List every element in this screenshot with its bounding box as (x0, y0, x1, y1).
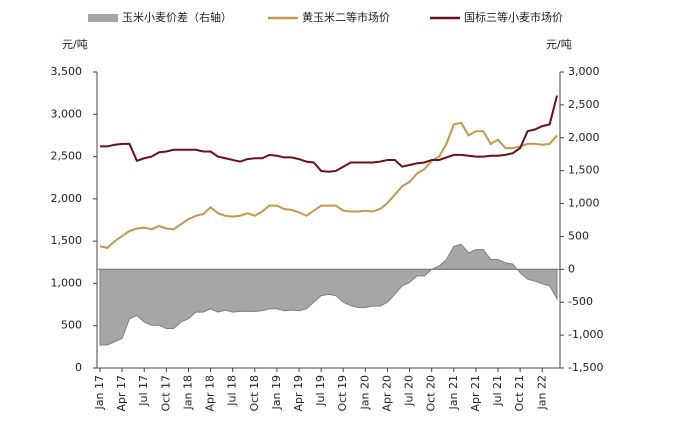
y2-tick-label: 1,000 (568, 197, 600, 210)
y-tick-label: 1,000 (51, 276, 83, 289)
x-tick-label: Oct 18 (248, 375, 261, 412)
x-tick-label: Jan 17 (93, 375, 106, 410)
x-tick-label: Apr 20 (380, 375, 393, 412)
x-tick-label: Jul 18 (226, 375, 239, 407)
x-tick-label: Apr 21 (469, 375, 482, 412)
line (100, 95, 558, 173)
y-tick-label: 500 (61, 319, 82, 332)
y2-tick-label: 2,000 (568, 131, 600, 144)
x-tick-label: Jul 19 (314, 375, 327, 407)
y-tick-label: 1,500 (51, 234, 83, 247)
x-tick-label: Jan 19 (270, 375, 283, 410)
x-tick-label: Jan 18 (181, 375, 194, 410)
legend-label: 玉米小麦价差（右轴） (122, 10, 232, 24)
line (99, 121, 558, 250)
y-tick-label: 3,000 (51, 107, 83, 120)
y2-tick-label: 2,500 (568, 98, 600, 111)
x-tick-label: Apr 19 (292, 375, 305, 412)
y2-tick-label: -1,500 (568, 361, 603, 374)
y-tick-label: 0 (75, 361, 82, 374)
x-tick-label: Oct 17 (159, 375, 172, 412)
legend-label: 黄玉米二等市场价 (302, 10, 390, 24)
y-tick-label: 2,000 (51, 192, 83, 205)
y2-tick-label: 0 (568, 262, 575, 275)
x-tick-label: Jan 20 (358, 375, 371, 410)
area (99, 243, 558, 346)
x-tick-label: Jul 21 (491, 375, 504, 407)
x-tick-label: Apr 17 (115, 375, 128, 412)
legend-swatch (88, 14, 118, 22)
y2-tick-label: 3,000 (568, 65, 600, 78)
x-tick-label: Oct 21 (513, 375, 526, 412)
legend: 玉米小麦价差（右轴） 黄玉米二等市场价 国标三等小麦市场价 (88, 10, 563, 24)
x-tick-label: Oct 20 (425, 375, 438, 412)
y-tick-label: 2,500 (51, 150, 83, 163)
y-tick-label: 3,500 (51, 65, 83, 78)
y2-tick-label: 1,500 (568, 164, 600, 177)
x-tick-label: Apr 18 (204, 375, 217, 412)
y2-tick-label: 500 (568, 229, 589, 242)
x-tick-label: Jul 20 (403, 375, 416, 407)
x-tick-label: Jan 21 (447, 375, 460, 410)
y2-tick-label: -1,000 (568, 328, 603, 341)
legend-label: 国标三等小麦市场价 (464, 10, 563, 24)
x-tick-label: Oct 19 (336, 375, 349, 412)
right-unit: 元/吨 (546, 38, 572, 51)
x-tick-label: Jul 17 (137, 375, 150, 407)
y2-tick-label: -500 (568, 295, 593, 308)
left-unit: 元/吨 (62, 38, 88, 51)
x-tick-label: Jan 22 (535, 375, 548, 410)
